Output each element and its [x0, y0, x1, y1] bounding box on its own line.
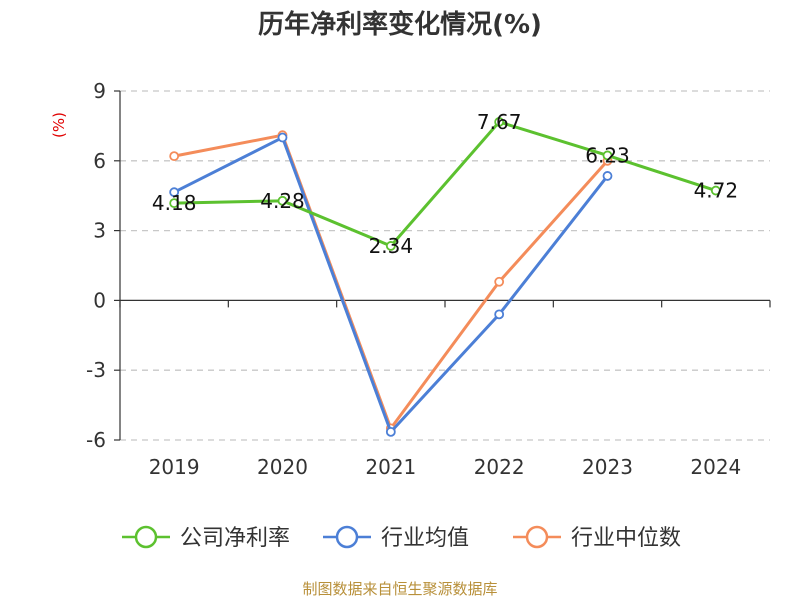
legend-label: 公司净利率 [180, 526, 290, 551]
y-axis-unit-label: (%) [50, 112, 68, 138]
x-tick-label: 2020 [257, 455, 308, 479]
y-tick-label: 0 [93, 288, 106, 312]
y-tick-label: 9 [93, 79, 106, 103]
data-point [169, 187, 180, 198]
data-label: 4.72 [694, 179, 739, 203]
x-tick-label: 2019 [149, 455, 200, 479]
legend-label: 行业中位数 [571, 526, 681, 551]
x-tick-labels: 2019 2020 2021 2022 2023 2024 [149, 455, 742, 479]
legend-item-2: 行业中位数 [513, 525, 681, 551]
data-point [277, 132, 288, 143]
series-line [173, 136, 609, 434]
data-point [494, 117, 505, 127]
data-point [169, 198, 180, 209]
y-tick-label: -6 [86, 428, 106, 452]
y-tick-label: 3 [93, 219, 106, 243]
x-tick-label: 2021 [365, 455, 416, 479]
data-point [169, 151, 180, 162]
series-lines [169, 117, 721, 437]
chart-title: 历年净利率变化情况(%) [258, 9, 542, 40]
legend: 公司净利率 行业均值 行业中位数 [122, 525, 681, 551]
data-point [494, 276, 505, 287]
series-2 [169, 130, 613, 434]
series-line [173, 133, 609, 430]
x-tick-label: 2024 [690, 455, 741, 479]
series-0 [169, 117, 721, 251]
legend-marker [335, 525, 359, 549]
legend-marker [134, 525, 158, 549]
series-line [174, 120, 717, 248]
x-tick-label: 2023 [582, 455, 633, 479]
data-label: 7.67 [477, 110, 522, 134]
data-point [385, 241, 396, 251]
x-tick-label: 2022 [474, 455, 525, 479]
data-point [385, 426, 396, 437]
data-labels: 4.18 4.28 2.34 7.67 6.23 4.72 [152, 110, 738, 258]
series-1 [169, 132, 613, 437]
data-point [602, 150, 613, 161]
data-point [494, 309, 505, 320]
legend-marker [525, 525, 549, 549]
data-point [710, 185, 721, 196]
grid-lines [120, 90, 770, 441]
y-tick-label: -3 [86, 358, 106, 382]
legend-label: 行业均值 [381, 526, 469, 551]
data-point [602, 171, 613, 181]
y-tick-label: 6 [93, 149, 106, 173]
legend-item-1: 行业均值 [323, 525, 469, 551]
source-note: 制图数据来自恒生聚源数据库 [302, 580, 497, 598]
axes [114, 90, 771, 441]
data-label: 6.23 [585, 143, 630, 167]
data-label: 4.18 [152, 191, 197, 215]
y-tick-labels: -6 -3 0 3 6 9 [86, 79, 106, 452]
legend-item-0: 公司净利率 [122, 525, 290, 551]
data-point [277, 195, 288, 206]
data-label: 2.34 [369, 234, 414, 258]
data-label: 4.28 [260, 189, 305, 213]
